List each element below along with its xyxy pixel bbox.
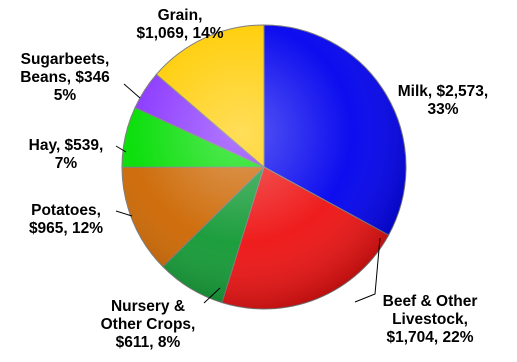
slice-labels: Milk, $2,573, 33%Beef & Other Livestock, $1… bbox=[20, 7, 488, 351]
slice-label-6: Sugarbeets, Beans, $346 5% bbox=[20, 51, 110, 104]
slice-label-1: Milk, $2,573, 33% bbox=[398, 83, 488, 118]
slice-label-line: Hay, $539, bbox=[29, 137, 104, 154]
pie-slices bbox=[121, 24, 407, 310]
slice-label-line: $611, 8% bbox=[116, 334, 181, 351]
slice-label-line: 33% bbox=[427, 101, 458, 118]
slice-label-line: Milk, $2,573, bbox=[398, 83, 488, 100]
leader-lines bbox=[115, 83, 381, 304]
slice-label-5: Hay, $539, 7% bbox=[29, 137, 104, 172]
slice-label-line: Livestock, bbox=[392, 311, 468, 328]
slice-label-2: Beef & Other Livestock, $1,704, 22% bbox=[383, 293, 478, 346]
slice-label-line: Grain, bbox=[158, 7, 203, 24]
leader-line-4 bbox=[115, 210, 133, 217]
slice-label-3: Nursery & Other Crops, $611, 8% bbox=[101, 298, 196, 351]
slice-label-line: Beans, $346 bbox=[20, 69, 110, 86]
leader-line-5 bbox=[115, 145, 127, 153]
slice-label-line: $965, 12% bbox=[29, 220, 103, 237]
slice-label-line: Beef & Other bbox=[383, 293, 478, 310]
slice-label-line: $1,704, 22% bbox=[386, 329, 473, 346]
slice-label-line: 5% bbox=[54, 87, 77, 104]
slice-label-line: 7% bbox=[55, 155, 78, 172]
slice-label-7: Grain, $1,069, 14% bbox=[136, 7, 223, 42]
leader-line-3 bbox=[203, 287, 221, 304]
slice-label-line: Nursery & bbox=[111, 298, 185, 315]
slice-label-line: $1,069, 14% bbox=[136, 25, 223, 42]
leader-line-2 bbox=[354, 237, 381, 303]
slice-label-line: Potatoes, bbox=[31, 202, 101, 219]
slice-label-line: Sugarbeets, bbox=[21, 51, 110, 68]
slice-label-line: Other Crops, bbox=[101, 316, 196, 333]
slice-label-4: Potatoes, $965, 12% bbox=[29, 202, 103, 237]
leader-line-6 bbox=[123, 83, 141, 99]
